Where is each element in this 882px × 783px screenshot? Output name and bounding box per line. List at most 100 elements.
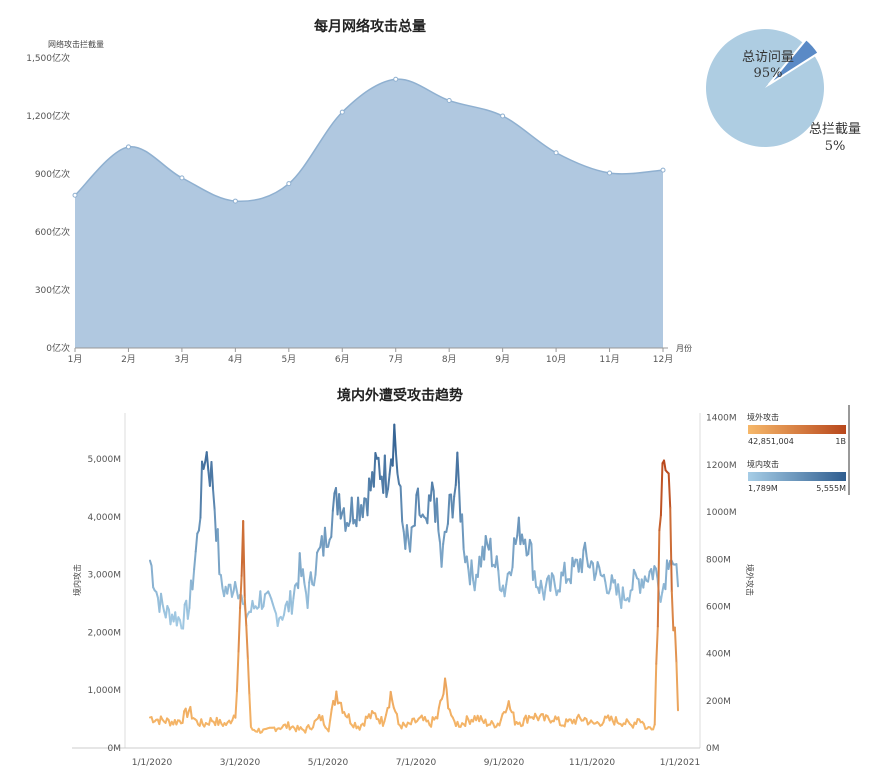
series-segment [527,538,531,556]
series-segment [484,534,489,546]
series-segment [301,568,306,585]
series-segment [436,706,440,720]
series-segment [503,583,508,598]
series-segment [282,604,287,616]
series-segment [563,561,568,584]
series-segment [453,484,457,498]
series-segment [667,472,672,509]
left-tick-label: 3,000M [87,571,121,581]
series-segment [178,619,183,630]
series-segment [413,494,418,527]
series-segment [246,657,251,696]
series-segment [219,574,224,590]
series-segment [386,473,391,491]
series-segment [628,589,632,603]
y-tick-label: 1,500亿次 [26,52,70,64]
series-segment [655,625,659,665]
series-segment [259,590,263,610]
series-segment [210,460,215,491]
data-point [553,150,559,156]
series-segment [401,520,405,533]
series-segment [189,705,193,720]
series-segment [675,661,679,712]
series-segment [663,459,667,472]
x-tick-label: 11月 [599,354,619,365]
x-tick-label: 4月 [228,354,243,365]
chart-title: 每月网络攻击总量 [314,18,426,35]
area-fill [75,79,663,348]
series-segment [484,718,488,727]
y-tick-label: 900亿次 [35,168,70,180]
series-segment [347,713,352,725]
series-segment [670,590,675,632]
series-segment [505,572,509,586]
series-segment [437,699,442,709]
series-segment [385,707,389,716]
series-segment [383,713,388,723]
series-segment [161,603,166,613]
series-segment [396,472,401,485]
legend-min: 42,851,004 [748,437,794,446]
pie-pct-blocked: 5% [825,139,846,154]
x-tick-label: 9月 [495,354,510,365]
legend-title: 境内攻击 [747,459,779,469]
series-segment [572,558,577,568]
data-point [607,170,613,176]
series-segment [489,537,494,568]
series-segment [234,690,238,719]
series-segment [654,567,659,580]
series-segment [391,699,395,709]
series-segment [651,565,656,581]
x-tick-label: 6月 [335,354,350,365]
series-domestic [149,423,679,630]
series-segment [234,580,238,592]
series-segment [514,534,519,545]
series-segment [389,690,394,702]
series-segment [569,556,574,585]
series-segment [350,496,355,525]
y-axis-label: 网络攻击拦截量 [48,39,104,49]
series-segment [276,617,281,628]
series-segment [451,495,456,519]
series-segment [377,456,382,481]
series-segment [248,693,252,728]
series-segment [574,716,579,725]
right-axis-label: 境外攻击 [745,564,755,596]
series-segment [658,514,662,532]
data-point [125,144,131,150]
y-tick-label: 0亿次 [46,342,70,354]
pie-pct-visits: 95% [754,66,783,81]
series-segment [549,572,553,592]
series-segment [338,493,342,520]
series-segment [653,662,658,726]
series-segment [558,571,563,593]
right-tick-label: 1200M [706,461,737,471]
series-segment [237,607,242,653]
series-segment [245,624,249,660]
left-tick-label: 0M [108,744,122,754]
x-tick-label: 11/1/2020 [569,758,615,768]
series-segment [226,583,230,595]
x-tick-label: 1/1/2021 [660,758,700,768]
pie-slice-blocked [767,37,820,86]
series-segment [440,542,445,568]
data-point [660,167,666,173]
series-segment [656,529,661,628]
series-segment [621,586,626,601]
series-segment [456,451,460,486]
series-segment [431,481,435,492]
legend-gradient [748,425,846,434]
x-tick-label: 5月 [281,354,296,365]
series-segment [437,530,442,544]
series-segment [309,571,314,586]
left-tick-label: 5,000M [87,455,121,465]
left-tick-label: 2,000M [87,628,121,638]
series-segment [399,485,404,523]
right-tick-label: 800M [706,555,731,565]
legend-title: 境外攻击 [747,412,779,422]
series-segment [160,592,164,606]
series-segment [243,596,248,627]
domestic-foreign-trend-chart: 境内外遭受攻击趋势 0M 1,000M 2,000M 3,000M 4,000M 5,000… [72,387,850,768]
